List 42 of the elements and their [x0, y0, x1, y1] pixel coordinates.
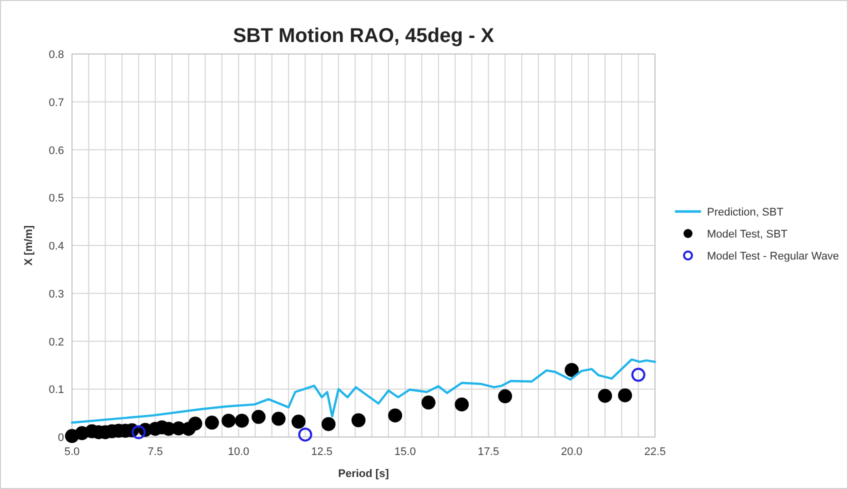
point — [298, 428, 312, 442]
legend-label: Prediction, SBT — [707, 206, 784, 218]
legend-label: Model Test, SBT — [707, 228, 788, 240]
y-tick-label: 0.3 — [48, 288, 64, 300]
point — [564, 362, 579, 377]
point — [454, 397, 469, 412]
point — [222, 414, 236, 428]
y-tick-label: 0.7 — [48, 96, 64, 109]
x-tick-label: 20.0 — [561, 446, 582, 458]
y-tick-label: 0 — [58, 432, 64, 444]
point — [598, 388, 612, 403]
legend-label: Model Test - Regular Wave — [707, 250, 840, 262]
point — [631, 368, 646, 382]
point — [421, 396, 436, 410]
y-tick-label: 0.6 — [48, 144, 64, 157]
y-tick-label: 0.8 — [48, 49, 64, 61]
point — [204, 416, 219, 430]
x-tick-label: 17.5 — [478, 446, 500, 458]
point — [618, 388, 632, 402]
point — [388, 408, 402, 422]
point — [322, 417, 336, 432]
x-tick-label: 5.0 — [64, 446, 80, 458]
x-tick-label: 22.5 — [644, 446, 666, 458]
point — [234, 414, 249, 428]
x-tick-label: 10.0 — [228, 446, 250, 458]
y-tick-label: 0.2 — [48, 336, 64, 348]
point — [272, 412, 286, 426]
point — [352, 413, 366, 428]
point — [498, 389, 512, 404]
x-axis-title: Period [s] — [338, 468, 390, 480]
x-tick-label: 7.5 — [148, 446, 163, 458]
point — [252, 410, 266, 424]
point — [292, 414, 306, 429]
point — [188, 416, 202, 431]
x-tick-label: 15.0 — [394, 446, 416, 458]
point — [132, 425, 146, 440]
x-tick-label: 12.5 — [311, 446, 333, 458]
y-tick-label: 0.5 — [48, 192, 64, 205]
y-tick-label: 0.1 — [48, 384, 64, 396]
y-axis-title: X [m/m] — [23, 225, 35, 266]
chart-title: SBT Motion RAO, 45deg - X — [232, 25, 495, 47]
y-tick-label: 0.4 — [48, 240, 64, 252]
